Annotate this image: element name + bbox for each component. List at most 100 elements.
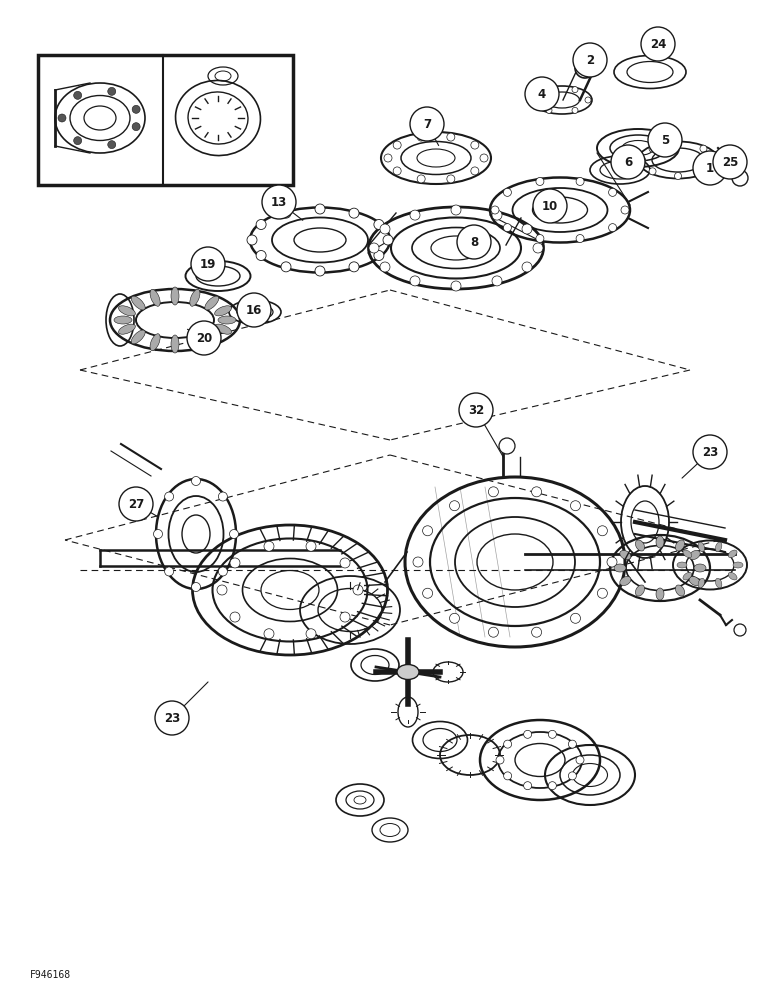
Circle shape	[492, 210, 502, 220]
Circle shape	[247, 235, 257, 245]
Circle shape	[449, 501, 459, 511]
Circle shape	[447, 175, 455, 183]
Circle shape	[522, 224, 532, 234]
Ellipse shape	[728, 550, 737, 558]
Circle shape	[349, 208, 359, 218]
Circle shape	[218, 567, 228, 576]
Circle shape	[693, 435, 727, 469]
Circle shape	[734, 624, 746, 636]
Circle shape	[621, 206, 629, 214]
Circle shape	[230, 558, 240, 568]
Circle shape	[598, 588, 608, 598]
Circle shape	[496, 756, 504, 764]
Circle shape	[572, 87, 578, 93]
Ellipse shape	[150, 334, 160, 351]
Circle shape	[480, 154, 488, 162]
Ellipse shape	[656, 536, 664, 548]
Text: 23: 23	[702, 446, 718, 458]
Circle shape	[264, 629, 274, 639]
Circle shape	[536, 177, 544, 185]
Circle shape	[536, 235, 544, 243]
Circle shape	[422, 588, 432, 598]
Circle shape	[315, 266, 325, 276]
Circle shape	[191, 582, 201, 591]
Circle shape	[608, 188, 617, 196]
Circle shape	[710, 156, 717, 163]
Text: 20: 20	[196, 332, 212, 344]
Circle shape	[73, 91, 82, 99]
Ellipse shape	[689, 576, 700, 586]
Circle shape	[256, 250, 266, 260]
Ellipse shape	[171, 287, 179, 305]
Circle shape	[641, 27, 675, 61]
Circle shape	[315, 204, 325, 214]
Circle shape	[155, 701, 189, 735]
Circle shape	[191, 247, 225, 281]
Circle shape	[132, 123, 141, 131]
Circle shape	[380, 262, 390, 272]
Bar	[38, 55, 293, 185]
Circle shape	[281, 208, 291, 218]
Circle shape	[649, 145, 656, 152]
Ellipse shape	[689, 550, 700, 560]
Circle shape	[306, 541, 316, 551]
Text: 8: 8	[470, 235, 478, 248]
Circle shape	[598, 526, 608, 536]
Circle shape	[575, 58, 595, 78]
Ellipse shape	[119, 324, 135, 334]
Circle shape	[700, 168, 707, 175]
Ellipse shape	[676, 540, 685, 551]
Circle shape	[218, 492, 228, 501]
Circle shape	[410, 276, 420, 286]
Circle shape	[73, 137, 82, 145]
Text: 10: 10	[542, 200, 558, 213]
Circle shape	[383, 235, 393, 245]
Circle shape	[533, 189, 567, 223]
Ellipse shape	[190, 334, 200, 351]
Ellipse shape	[676, 585, 685, 596]
Ellipse shape	[698, 542, 705, 552]
Ellipse shape	[114, 316, 132, 324]
Circle shape	[576, 756, 584, 764]
Circle shape	[568, 740, 577, 748]
Ellipse shape	[683, 572, 692, 580]
Circle shape	[451, 281, 461, 291]
Circle shape	[380, 224, 390, 234]
Circle shape	[532, 487, 542, 497]
Circle shape	[568, 772, 577, 780]
Text: 27: 27	[128, 497, 144, 510]
Circle shape	[229, 530, 239, 538]
Text: 19: 19	[200, 257, 216, 270]
Circle shape	[457, 225, 491, 259]
Circle shape	[119, 487, 153, 521]
Circle shape	[340, 558, 350, 568]
Circle shape	[340, 612, 350, 622]
Ellipse shape	[716, 578, 722, 588]
Ellipse shape	[716, 542, 722, 552]
Text: 7: 7	[423, 117, 431, 130]
Circle shape	[306, 629, 316, 639]
Circle shape	[700, 145, 707, 152]
Circle shape	[572, 107, 578, 113]
Ellipse shape	[205, 330, 218, 344]
Text: 5: 5	[661, 133, 669, 146]
Text: 1: 1	[706, 161, 714, 174]
Text: 25: 25	[722, 155, 738, 168]
Text: 2: 2	[586, 53, 594, 66]
Circle shape	[499, 438, 515, 454]
Circle shape	[675, 140, 682, 147]
Circle shape	[384, 154, 392, 162]
Text: 4: 4	[538, 88, 546, 101]
Circle shape	[491, 206, 499, 214]
Circle shape	[489, 627, 499, 637]
Ellipse shape	[620, 550, 631, 560]
Ellipse shape	[205, 296, 218, 310]
Circle shape	[459, 393, 493, 427]
Circle shape	[503, 772, 512, 780]
Circle shape	[369, 243, 379, 253]
Text: 13: 13	[271, 196, 287, 209]
Circle shape	[525, 77, 559, 111]
Circle shape	[533, 97, 539, 103]
Circle shape	[217, 585, 227, 595]
Circle shape	[585, 97, 591, 103]
